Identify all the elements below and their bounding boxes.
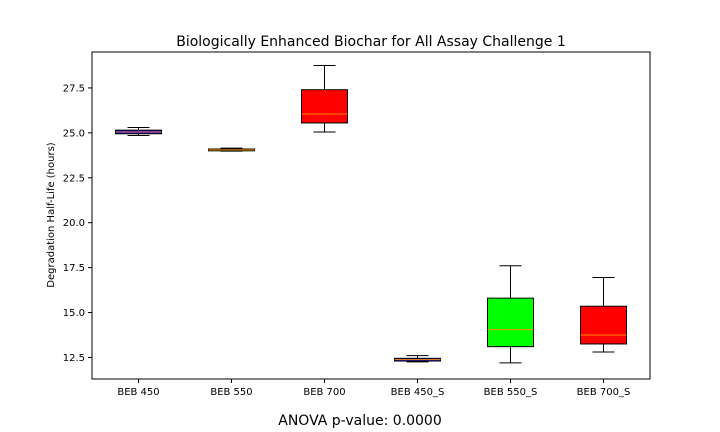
box-beb-550-s [487, 265, 534, 364]
y-tick-label: 20.0 [63, 218, 85, 229]
box-beb-450-s [394, 355, 441, 363]
box-beb-700 [301, 64, 348, 133]
y-tick-label: 27.5 [63, 83, 85, 94]
box-iqr [580, 305, 627, 345]
box-iqr [301, 89, 348, 124]
box-beb-450 [115, 126, 162, 137]
box-iqr [487, 297, 534, 348]
x-tick-label: BEB 550 [210, 387, 252, 398]
x-tick-label: BEB 450_S [391, 387, 445, 398]
chart-title: Biologically Enhanced Biochar for All As… [176, 34, 566, 50]
x-tick-label: BEB 700 [303, 387, 345, 398]
y-tick-label: 17.5 [63, 263, 85, 274]
y-tick-label: 15.0 [63, 308, 85, 319]
plot-area-frame [91, 51, 651, 380]
y-axis: 12.5 15.0 17.5 20.0 22.5 25.0 27.5 [63, 83, 92, 364]
box-beb-700-s [580, 276, 627, 353]
x-tick-label: BEB 700_S [577, 387, 631, 398]
y-tick-label: 22.5 [63, 173, 85, 184]
anova-annotation: ANOVA p-value: 0.0000 [278, 413, 442, 429]
y-axis-label: Degradation Half-Life (hours) [46, 142, 57, 287]
x-tick-label: BEB 450 [117, 387, 159, 398]
x-axis: BEB 450 BEB 550 BEB 700 BEB 450_S BEB 550_S B… [117, 379, 630, 398]
y-tick-label: 12.5 [63, 353, 85, 364]
box-beb-550 [208, 147, 255, 152]
boxes-group [115, 64, 627, 364]
x-tick-label: BEB 550_S [484, 387, 538, 398]
y-tick-label: 25.0 [63, 128, 85, 139]
